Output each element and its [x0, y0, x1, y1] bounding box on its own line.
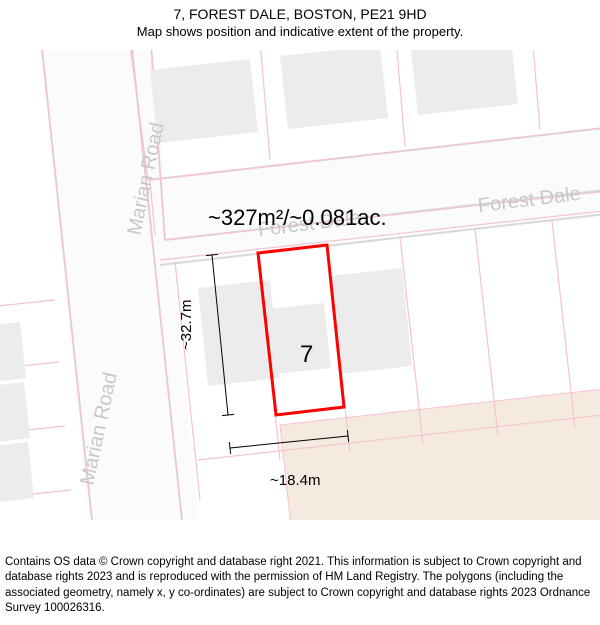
area-label: ~327m²/~0.081ac.	[208, 205, 387, 231]
page-title: 7, FOREST DALE, BOSTON, PE21 9HD	[0, 6, 600, 22]
plot-number: 7	[300, 341, 313, 369]
map: Marian RoadMarian RoadForest DaleForest …	[0, 50, 600, 520]
header: 7, FOREST DALE, BOSTON, PE21 9HD Map sho…	[0, 0, 600, 39]
width-dimension-label: ~18.4m	[270, 472, 320, 489]
height-dimension-label: ~32.7m	[178, 300, 195, 350]
page-subtitle: Map shows position and indicative extent…	[0, 24, 600, 39]
copyright-footer: Contains OS data © Crown copyright and d…	[0, 550, 600, 625]
map-svg: Marian RoadMarian RoadForest DaleForest …	[0, 50, 600, 520]
page-container: 7, FOREST DALE, BOSTON, PE21 9HD Map sho…	[0, 0, 600, 625]
